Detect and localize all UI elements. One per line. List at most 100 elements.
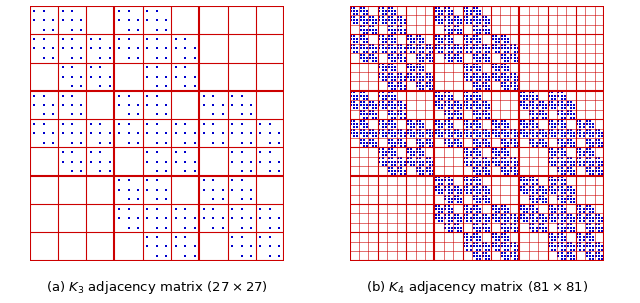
Point: [472, 153, 482, 158]
Point: [114, 103, 124, 108]
Point: [381, 65, 391, 70]
Point: [509, 52, 520, 57]
Point: [528, 191, 538, 195]
Point: [76, 103, 86, 108]
Point: [509, 257, 520, 261]
Point: [541, 140, 551, 145]
Point: [76, 46, 86, 51]
Point: [362, 134, 372, 139]
Point: [481, 228, 492, 233]
Point: [170, 159, 180, 164]
Point: [554, 137, 564, 142]
Point: [450, 131, 460, 136]
Point: [67, 140, 77, 145]
Point: [472, 37, 482, 42]
Point: [434, 15, 444, 19]
Point: [547, 162, 557, 167]
Point: [378, 125, 388, 129]
Point: [415, 137, 426, 142]
Point: [566, 99, 576, 104]
Point: [384, 118, 394, 123]
Point: [550, 181, 561, 186]
Point: [415, 131, 426, 136]
Point: [484, 78, 495, 82]
Point: [497, 74, 507, 79]
Point: [490, 209, 500, 214]
Point: [516, 131, 526, 136]
Point: [387, 118, 397, 123]
Point: [415, 84, 426, 88]
Point: [349, 12, 360, 16]
Point: [434, 175, 444, 180]
Point: [365, 137, 375, 142]
Point: [86, 150, 96, 155]
Point: [381, 8, 391, 13]
Point: [569, 247, 579, 252]
Point: [493, 209, 504, 214]
Point: [497, 62, 507, 67]
Point: [506, 250, 516, 255]
Point: [459, 175, 469, 180]
Point: [503, 247, 513, 252]
Point: [566, 191, 576, 195]
Point: [509, 219, 520, 224]
Point: [490, 247, 500, 252]
Point: [497, 34, 507, 38]
Point: [434, 191, 444, 195]
Point: [38, 131, 49, 136]
Point: [585, 241, 595, 246]
Point: [227, 178, 237, 183]
Point: [440, 15, 451, 19]
Point: [575, 153, 586, 158]
Point: [472, 165, 482, 170]
Point: [522, 125, 532, 129]
Point: [500, 55, 510, 60]
Point: [399, 112, 410, 117]
Point: [95, 74, 106, 79]
Point: [86, 46, 96, 51]
Point: [516, 93, 526, 98]
Point: [475, 238, 485, 243]
Point: [544, 147, 554, 152]
Point: [575, 241, 586, 246]
Point: [352, 122, 362, 126]
Point: [582, 159, 592, 164]
Point: [569, 200, 579, 205]
Point: [48, 27, 58, 32]
Point: [114, 37, 124, 42]
Point: [506, 71, 516, 76]
Point: [538, 143, 548, 148]
Point: [557, 219, 567, 224]
Point: [384, 147, 394, 152]
Point: [472, 87, 482, 92]
Point: [472, 250, 482, 255]
Point: [396, 27, 406, 32]
Point: [493, 247, 504, 252]
Point: [597, 257, 607, 261]
Point: [406, 74, 416, 79]
Point: [465, 8, 476, 13]
Point: [447, 178, 457, 183]
Point: [450, 43, 460, 48]
Point: [444, 131, 454, 136]
Point: [95, 159, 106, 164]
Point: [582, 250, 592, 255]
Point: [104, 140, 115, 145]
Point: [133, 112, 143, 117]
Point: [550, 134, 561, 139]
Point: [409, 78, 419, 82]
Point: [559, 159, 570, 164]
Point: [490, 74, 500, 79]
Point: [472, 244, 482, 249]
Point: [384, 99, 394, 104]
Point: [490, 122, 500, 126]
Point: [468, 131, 479, 136]
Point: [484, 172, 495, 177]
Point: [368, 21, 378, 26]
Point: [575, 159, 586, 164]
Point: [368, 106, 378, 111]
Point: [415, 153, 426, 158]
Point: [538, 225, 548, 230]
Point: [534, 131, 545, 136]
Point: [468, 206, 479, 211]
